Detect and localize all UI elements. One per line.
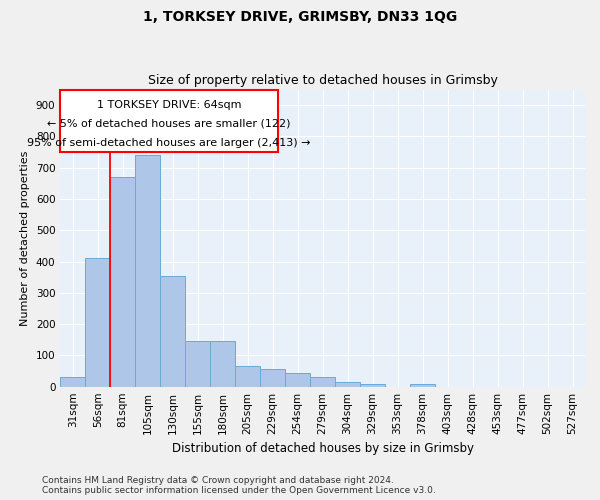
Bar (60, 378, 85, 386)
Bar (85, 258, 110, 386)
Bar (160, 276, 185, 386)
Bar (135, 155, 160, 386)
Text: ← 5% of detached houses are smaller (122): ← 5% of detached houses are smaller (122… (47, 119, 291, 129)
Bar (360, 384, 385, 386)
Y-axis label: Number of detached properties: Number of detached properties (20, 150, 30, 326)
Bar (310, 378, 335, 386)
Bar (410, 384, 435, 386)
Text: 1, TORKSEY DRIVE, GRIMSBY, DN33 1QG: 1, TORKSEY DRIVE, GRIMSBY, DN33 1QG (143, 10, 457, 24)
Text: 1 TORKSEY DRIVE: 64sqm: 1 TORKSEY DRIVE: 64sqm (97, 100, 241, 110)
Bar (285, 372, 310, 386)
Bar (210, 342, 235, 386)
Bar (185, 342, 210, 386)
Bar (110, 177, 135, 386)
FancyBboxPatch shape (60, 90, 278, 152)
Bar (260, 370, 285, 386)
Text: Contains HM Land Registry data © Crown copyright and database right 2024.
Contai: Contains HM Land Registry data © Crown c… (42, 476, 436, 495)
Bar (235, 366, 260, 386)
Text: 95% of semi-detached houses are larger (2,413) →: 95% of semi-detached houses are larger (… (28, 138, 311, 147)
Bar (335, 382, 360, 386)
Title: Size of property relative to detached houses in Grimsby: Size of property relative to detached ho… (148, 74, 497, 87)
X-axis label: Distribution of detached houses by size in Grimsby: Distribution of detached houses by size … (172, 442, 473, 455)
